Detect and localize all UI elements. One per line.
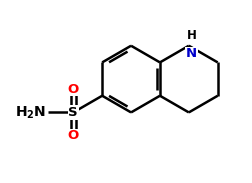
- Text: O: O: [68, 83, 79, 96]
- Text: $\mathregular{H_2N}$: $\mathregular{H_2N}$: [15, 104, 46, 121]
- Text: S: S: [68, 106, 78, 119]
- Text: O: O: [68, 129, 79, 142]
- Text: N: N: [185, 47, 196, 60]
- Text: H: H: [186, 29, 196, 42]
- Text: H: H: [35, 106, 46, 119]
